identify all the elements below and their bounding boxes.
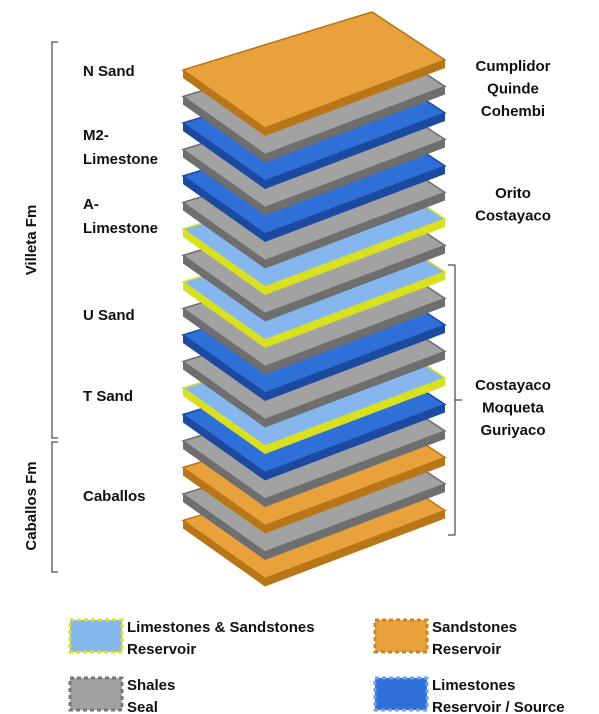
layer-stack — [181, 11, 447, 587]
formation-label: Villeta Fm — [23, 205, 40, 276]
legend-label: Sandstones — [432, 619, 517, 636]
formation-label: Caballos Fm — [23, 461, 40, 550]
legend-swatch — [373, 676, 429, 712]
field-label: Guriyaco — [480, 422, 545, 439]
legend-label: Shales — [127, 677, 175, 694]
unit-label: N Sand — [83, 63, 135, 80]
bracket — [448, 264, 462, 536]
bracket — [51, 41, 58, 439]
layer — [181, 11, 447, 129]
legend-label: Limestones & Sandstones — [127, 619, 315, 636]
legend-label: Reservoir — [432, 641, 501, 658]
field-label: Cumplidor — [476, 58, 551, 75]
legend-label: Reservoir / Source — [432, 699, 565, 714]
legend-label: Reservoir — [127, 641, 196, 658]
legend-swatch — [373, 618, 429, 654]
unit-label: M2- — [83, 127, 109, 144]
field-label: Costayaco — [475, 207, 551, 224]
legend-swatch — [68, 618, 124, 654]
field-label: Moqueta — [482, 399, 544, 416]
field-label: Cohembi — [481, 103, 545, 120]
unit-label: Limestone — [83, 151, 158, 168]
legend-swatch — [68, 676, 124, 712]
field-label: Quinde — [487, 80, 539, 97]
field-label: Costayaco — [475, 377, 551, 394]
unit-label: T Sand — [83, 388, 133, 405]
field-label: Orito — [495, 185, 531, 202]
unit-label: Limestone — [83, 220, 158, 237]
unit-label: Caballos — [83, 488, 146, 505]
unit-label: U Sand — [83, 307, 135, 324]
unit-label: A- — [83, 196, 99, 213]
bracket — [51, 441, 58, 573]
legend-label: Limestones — [432, 677, 515, 694]
legend-label: Seal — [127, 699, 158, 714]
formation-brackets — [51, 41, 462, 573]
